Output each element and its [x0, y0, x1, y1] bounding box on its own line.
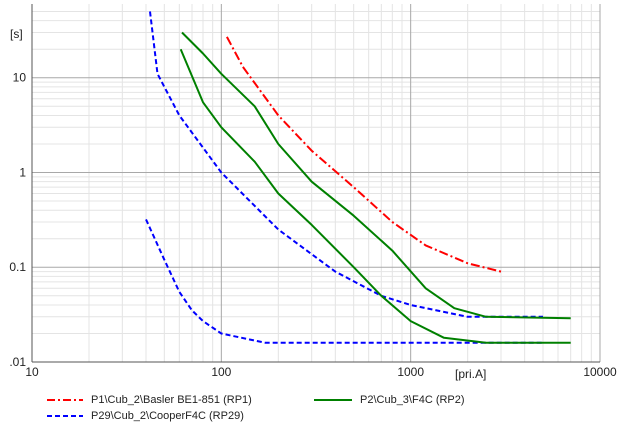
series-line-2 — [145, 218, 543, 344]
x-tick-label: 1000 — [397, 365, 424, 379]
y-tick-label: .01 — [9, 355, 26, 369]
legend-item-rp1: P1\Cub_2\Basler BE1-851 (RP1) — [45, 394, 252, 406]
series-line-4 — [179, 48, 571, 344]
x-tick-label: 10 — [25, 365, 39, 379]
series-lines — [145, 11, 571, 344]
x-tick-label: 100 — [211, 365, 231, 379]
y-axis-label: [s] — [10, 27, 23, 41]
series-line-3 — [181, 31, 571, 320]
legend-item-rp2: P2\Cub_3\F4C (RP2) — [312, 394, 465, 406]
y-tick-label: 0.1 — [9, 260, 26, 274]
legend-swatch-rp2 — [314, 399, 352, 401]
chart-plot: 10 100 1000 10000 .01 0.1 1 10 [s] [pri.A] — [9, 4, 617, 381]
legend-label-rp1: P1\Cub_2\Basler BE1-851 (RP1) — [91, 394, 252, 406]
legend-label-rp29: P29\Cub_2\CooperF4C (RP29) — [91, 410, 244, 422]
legend: P1\Cub_2\Basler BE1-851 (RP1) P2\Cub_3\F… — [0, 388, 618, 431]
legend-swatch-rp1 — [47, 399, 83, 401]
series-line-1 — [149, 11, 543, 318]
grid-lines — [31, 4, 601, 363]
legend-label-rp2: P2\Cub_3\F4C (RP2) — [360, 394, 465, 406]
y-tick-label: 10 — [13, 71, 27, 85]
axes: 10 100 1000 10000 .01 0.1 1 10 — [9, 4, 617, 379]
x-axis-label: [pri.A] — [455, 367, 486, 381]
y-tick-label: 1 — [19, 165, 26, 179]
x-tick-label: 10000 — [583, 365, 617, 379]
legend-item-rp29: P29\Cub_2\CooperF4C (RP29) — [45, 410, 244, 422]
legend-swatch-rp29 — [47, 415, 83, 417]
series-line-0 — [226, 36, 502, 273]
